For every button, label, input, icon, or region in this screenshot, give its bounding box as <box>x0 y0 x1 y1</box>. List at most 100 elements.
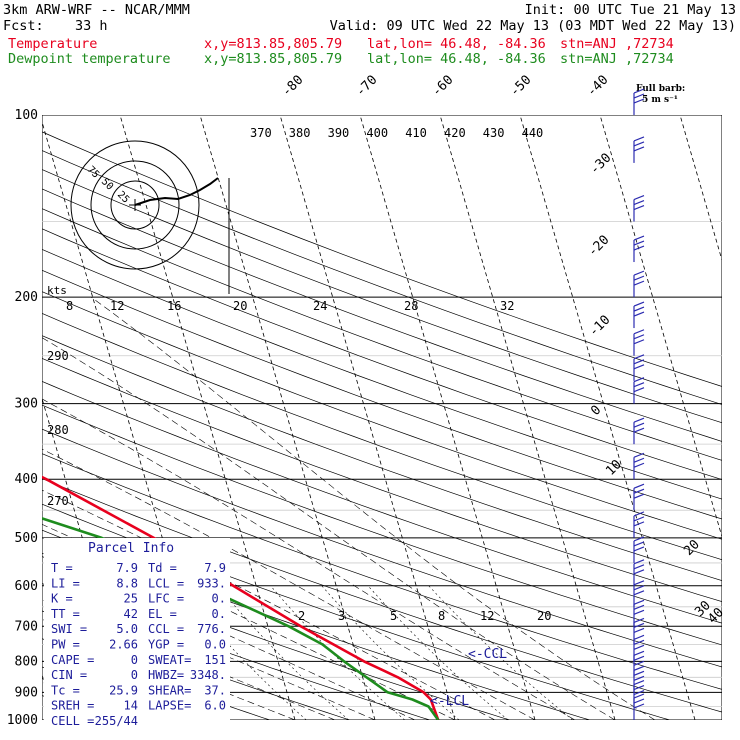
dewpoint-trace <box>42 516 440 720</box>
wind-barb-flag <box>633 670 645 676</box>
dry-adiabat-line <box>42 404 722 646</box>
wind-barb-flag <box>633 493 645 499</box>
parcel-row-value: 151 <box>204 653 226 667</box>
dry-adiabat-line <box>42 131 722 387</box>
pressure-tick-label: 700 <box>15 619 38 634</box>
wind-barb-flag <box>633 488 645 494</box>
wind-barb-flag <box>633 675 645 681</box>
wind-barb-flag <box>633 377 645 383</box>
wind-barb-flag <box>633 521 645 527</box>
parcel-row-label: T = <box>51 561 73 575</box>
mixing-ratio-upper-label: 28 <box>404 299 418 313</box>
mixing-ratio-line <box>428 585 573 720</box>
pressure-tick-label: 500 <box>15 531 38 546</box>
parcel-row-label: SWEAT= <box>148 653 191 667</box>
legend-temperature-loc: x,y=813.85,805.79 <box>204 36 343 52</box>
isotherm-tick-label: -10 <box>586 313 613 340</box>
isotherm-tick-label: -30 <box>587 151 614 178</box>
parcel-row-label: LFC = <box>148 592 184 606</box>
isotherm-tick-label: 20 <box>681 537 703 559</box>
wind-barb-flag <box>633 559 645 565</box>
pressure-tick-label: 400 <box>15 472 38 487</box>
wind-barb-flag <box>633 235 645 241</box>
barb-key-line1: Full barb: <box>636 84 686 94</box>
wind-barb-flag <box>633 660 645 666</box>
wind-barb-flag <box>633 301 645 307</box>
parcel-row-value: 37. <box>204 683 226 697</box>
dry-adiabat-line <box>42 208 722 461</box>
mixing-ratio-line <box>217 585 349 720</box>
pressure-tick-label: 1000 <box>7 713 38 728</box>
wind-barb-flag <box>633 199 645 206</box>
dry-adiabat-line <box>42 269 722 520</box>
wind-barb-flag <box>633 483 645 489</box>
wind-barb-flag <box>633 564 645 570</box>
parcel-row-label: PW = <box>51 638 80 652</box>
isotherm-tick-label: -20 <box>585 233 612 260</box>
wind-barb-flag <box>633 354 645 360</box>
wind-barb-flag <box>633 194 645 201</box>
dry-adiabat-line <box>42 150 722 405</box>
mixing-ratio-upper-label: 24 <box>313 299 327 313</box>
wind-barb-flag <box>633 275 645 281</box>
legend-dewpoint-stn: stn=ANJ ,72734 <box>560 51 674 67</box>
wind-barb-flag <box>633 387 645 393</box>
mixing-ratio-upper-label: 32 <box>500 299 514 313</box>
wind-barb-flag <box>633 627 645 633</box>
wind-barb-flag <box>633 639 645 645</box>
wind-barb-flag <box>633 245 645 251</box>
parcel-row-value: 3348. <box>190 668 226 682</box>
moist-adiabat-line <box>42 489 496 720</box>
pressure-tick-label: 300 <box>15 397 38 412</box>
dry-adiabat-line <box>42 248 722 500</box>
hodograph-ring-label: 75 <box>85 164 101 180</box>
parcel-row-value: 5.0 <box>116 622 138 636</box>
wind-barb-flag <box>633 650 645 656</box>
parcel-row-value: 14 <box>124 699 138 713</box>
wind-barb-flag <box>633 88 645 94</box>
wind-barb-flag <box>633 306 645 312</box>
moist-adiabat-line <box>42 398 576 720</box>
mixing-ratio-lower-label: 5 <box>390 609 397 623</box>
wind-barb-flag <box>633 359 645 365</box>
wind-barb-flag <box>633 655 645 661</box>
isotherm-tick-label: -70 <box>353 73 380 100</box>
pressure-tick-label: 900 <box>15 685 38 700</box>
isotherm-tick-label: 0 <box>588 403 604 419</box>
moist-adiabat-line <box>42 337 616 720</box>
wind-barb-flag <box>633 698 645 704</box>
parcel-row-label: Td = <box>148 561 177 575</box>
mixing-ratio-upper-label: 20 <box>233 299 247 313</box>
hodograph-units: kts <box>47 284 67 297</box>
model-title: 3km ARW-WRF -- NCAR/MMM <box>3 2 190 18</box>
wind-barb-flag <box>633 541 645 547</box>
legend-dewpoint-name: Dewpoint temperature <box>8 51 171 67</box>
wind-barb-flag <box>633 311 645 317</box>
theta-top-label: 400 <box>366 126 388 140</box>
wind-barb-flag <box>633 703 645 709</box>
wind-barb-flag <box>633 329 645 335</box>
parcel-row-label: HWBZ= <box>148 668 184 682</box>
pressure-tick-label: 200 <box>15 290 38 305</box>
wind-barb-flag <box>633 240 645 246</box>
dry-adiabat-line <box>42 610 351 720</box>
moist-adiabat-line <box>42 448 536 720</box>
hodograph-trace <box>134 177 219 206</box>
wind-barb-flag <box>633 604 645 610</box>
isotherm-line <box>439 115 616 720</box>
parcel-row-label: LI = <box>51 576 80 590</box>
parcel-row-label: CCL = <box>148 622 184 636</box>
isotherm-line <box>679 115 722 262</box>
wind-barb-flag <box>633 590 645 596</box>
wind-barb-flag <box>633 427 645 433</box>
wind-barb-flag <box>633 280 645 286</box>
hodograph-ring-label: 50 <box>99 176 115 192</box>
theta-top-label: 390 <box>328 126 350 140</box>
mixing-ratio-lower-label: 12 <box>480 609 494 623</box>
dry-adiabat-line <box>42 228 722 480</box>
wind-barb-flag <box>633 679 645 686</box>
wind-barb-flag <box>633 270 645 276</box>
pressure-tick-label: 600 <box>15 579 38 594</box>
barb-key-line2: 5 m s⁻¹ <box>642 95 678 105</box>
